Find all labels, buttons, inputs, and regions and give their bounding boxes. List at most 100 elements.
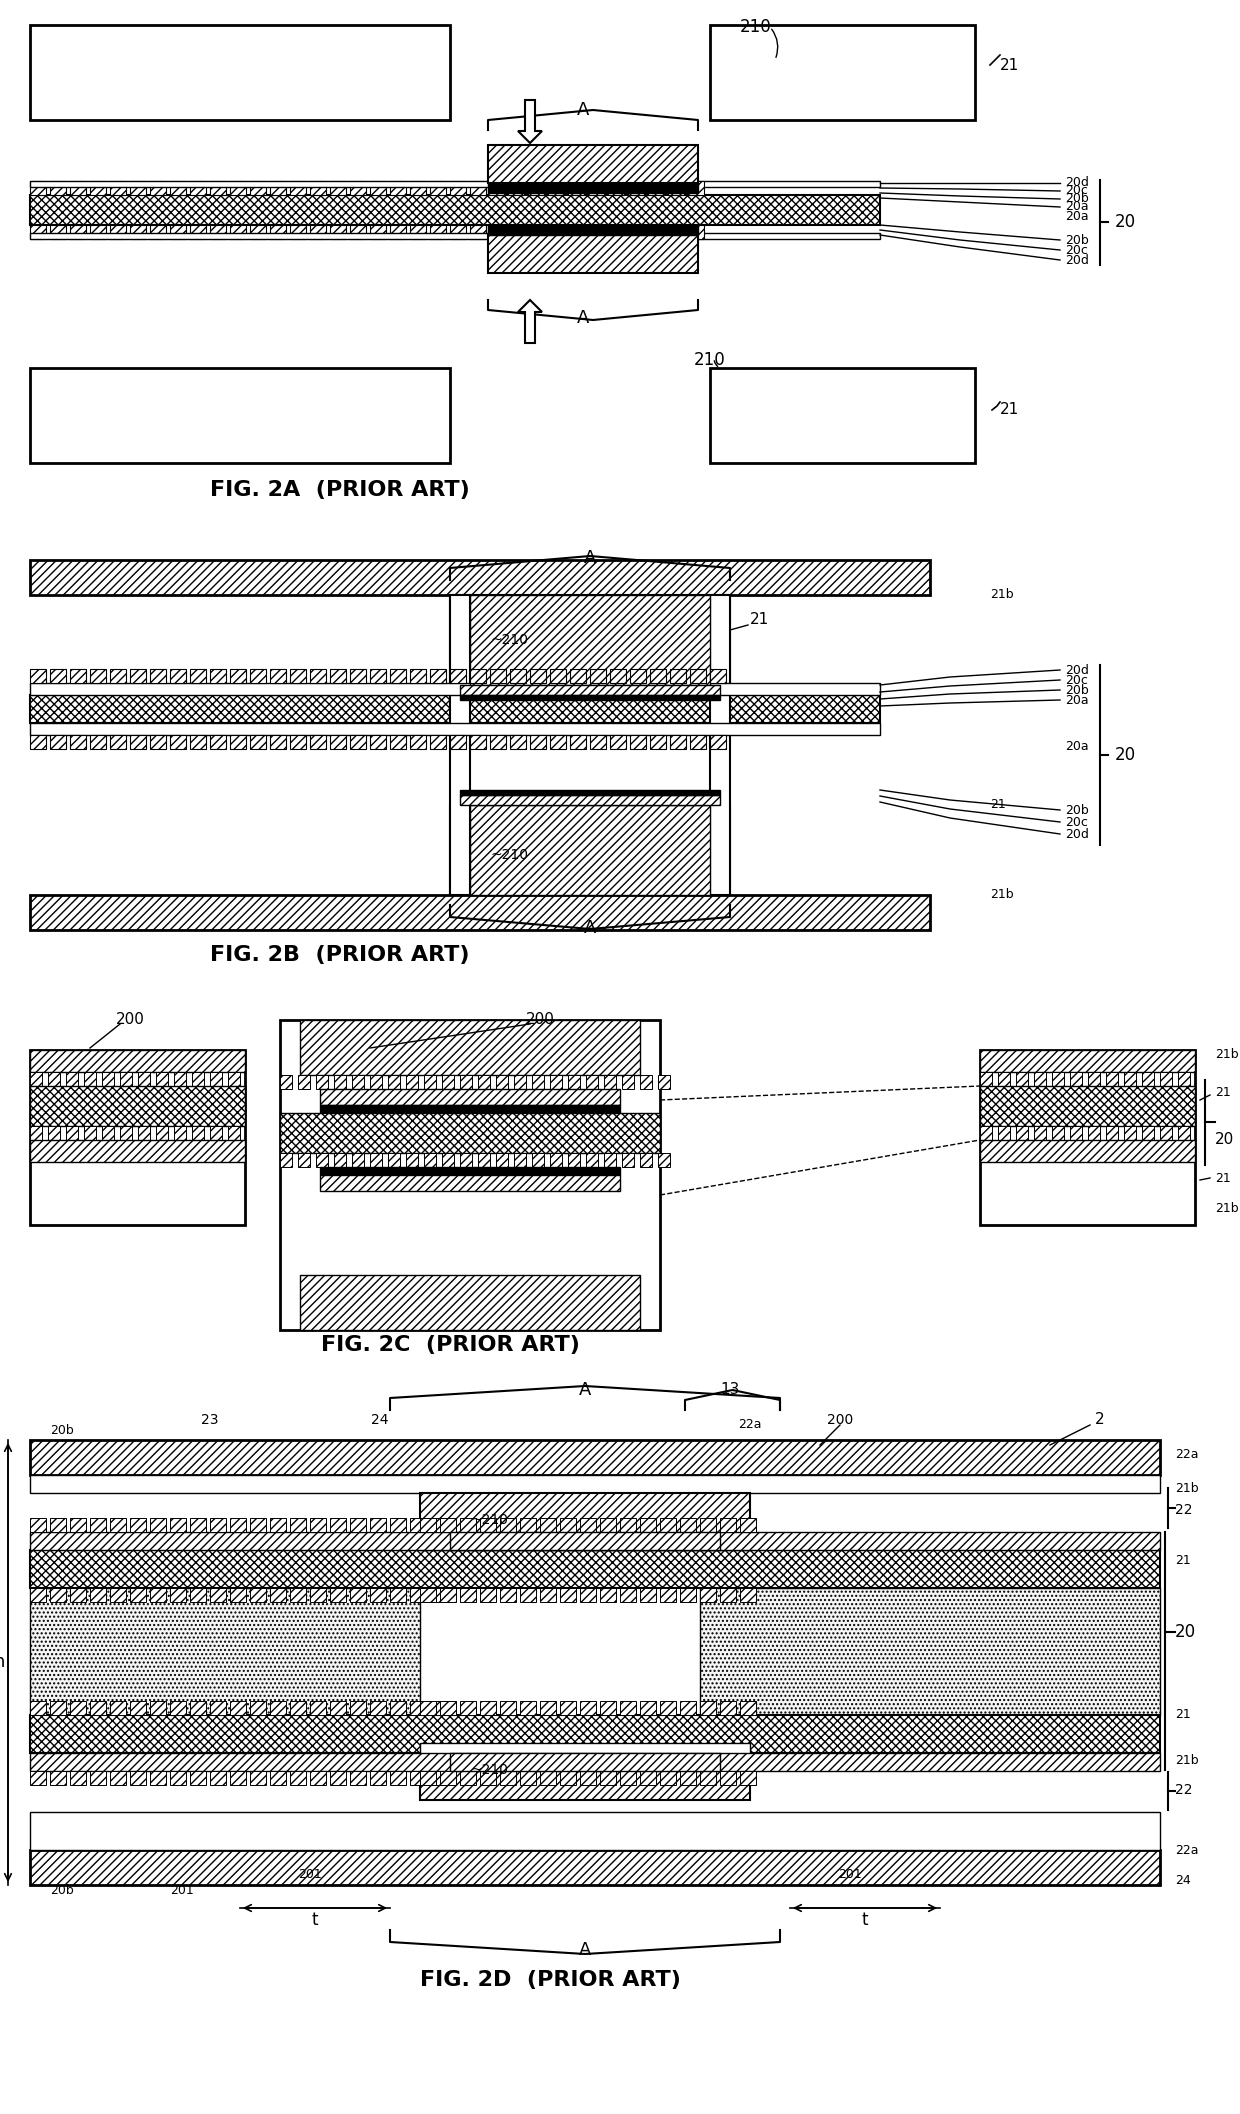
Bar: [30, 1127, 42, 1139]
Text: 20d: 20d: [1065, 254, 1089, 266]
Bar: [310, 1772, 326, 1784]
Bar: [110, 736, 126, 748]
Bar: [350, 736, 366, 748]
Bar: [1178, 1127, 1190, 1139]
Bar: [310, 736, 326, 748]
Bar: [480, 1702, 496, 1714]
Text: 21: 21: [1215, 1171, 1231, 1184]
Bar: [420, 1518, 436, 1533]
Bar: [280, 1112, 660, 1152]
Bar: [460, 696, 720, 700]
Bar: [1106, 1127, 1118, 1139]
Bar: [229, 1772, 246, 1784]
Bar: [1123, 1127, 1136, 1139]
Bar: [110, 1518, 126, 1533]
Text: 21b: 21b: [1215, 1049, 1239, 1061]
Bar: [370, 1076, 382, 1089]
Bar: [510, 668, 526, 683]
Bar: [551, 668, 565, 683]
Bar: [350, 182, 366, 194]
Bar: [620, 1772, 636, 1784]
Bar: [130, 1588, 146, 1602]
Bar: [388, 1076, 401, 1089]
Bar: [740, 1772, 756, 1784]
Bar: [689, 668, 706, 683]
Text: 21: 21: [1176, 1708, 1190, 1721]
Bar: [1159, 1072, 1172, 1087]
Bar: [350, 1588, 366, 1602]
Bar: [460, 1702, 476, 1714]
Bar: [350, 668, 366, 683]
Bar: [190, 224, 206, 239]
Bar: [30, 1087, 246, 1127]
Bar: [720, 1772, 737, 1784]
Text: 201: 201: [838, 1869, 862, 1881]
Bar: [520, 1772, 536, 1784]
Text: 21b: 21b: [990, 588, 1013, 602]
Bar: [190, 1702, 206, 1714]
Bar: [69, 1702, 86, 1714]
Text: 20a: 20a: [1065, 201, 1089, 214]
Bar: [580, 1518, 596, 1533]
Bar: [410, 736, 427, 748]
Bar: [430, 1772, 446, 1784]
Bar: [192, 1072, 205, 1087]
Bar: [587, 1152, 598, 1167]
Bar: [30, 25, 450, 120]
Bar: [190, 668, 206, 683]
Bar: [720, 1518, 737, 1533]
Bar: [30, 233, 880, 239]
Bar: [440, 1588, 456, 1602]
Bar: [500, 1518, 516, 1533]
Bar: [440, 1772, 456, 1784]
Bar: [980, 1072, 992, 1087]
Bar: [489, 224, 698, 235]
Bar: [711, 668, 725, 683]
Bar: [477, 1076, 490, 1089]
Bar: [170, 1588, 186, 1602]
Bar: [1142, 1072, 1154, 1087]
Bar: [1123, 1072, 1136, 1087]
Bar: [470, 668, 486, 683]
Bar: [420, 1744, 750, 1755]
Bar: [330, 1772, 346, 1784]
Bar: [570, 668, 587, 683]
Bar: [370, 1772, 386, 1784]
Bar: [590, 668, 606, 683]
Bar: [210, 668, 226, 683]
Bar: [156, 1072, 167, 1087]
Bar: [405, 1076, 418, 1089]
Bar: [229, 1518, 246, 1533]
Bar: [352, 1152, 365, 1167]
Bar: [670, 736, 686, 748]
Text: t: t: [862, 1911, 868, 1928]
Polygon shape: [518, 300, 542, 342]
Bar: [604, 1076, 616, 1089]
Bar: [30, 683, 880, 696]
Bar: [150, 1702, 166, 1714]
Bar: [102, 1127, 114, 1139]
Text: 20d: 20d: [1065, 827, 1089, 841]
Bar: [450, 1533, 720, 1550]
Bar: [50, 1588, 66, 1602]
Bar: [410, 1518, 427, 1533]
Text: 23: 23: [201, 1412, 218, 1427]
Bar: [250, 668, 267, 683]
Bar: [440, 1702, 456, 1714]
Bar: [30, 1440, 1159, 1476]
Text: A: A: [577, 309, 589, 328]
Bar: [551, 736, 565, 748]
Bar: [1087, 1072, 1100, 1087]
Text: 200: 200: [115, 1013, 144, 1027]
Bar: [270, 182, 286, 194]
Bar: [430, 1702, 446, 1714]
Bar: [30, 182, 880, 186]
Bar: [420, 1588, 436, 1602]
Bar: [110, 1702, 126, 1714]
Bar: [210, 224, 226, 239]
Bar: [640, 1588, 656, 1602]
Bar: [1106, 1072, 1118, 1087]
Bar: [66, 1127, 78, 1139]
Bar: [1070, 1072, 1083, 1087]
Bar: [270, 1518, 286, 1533]
